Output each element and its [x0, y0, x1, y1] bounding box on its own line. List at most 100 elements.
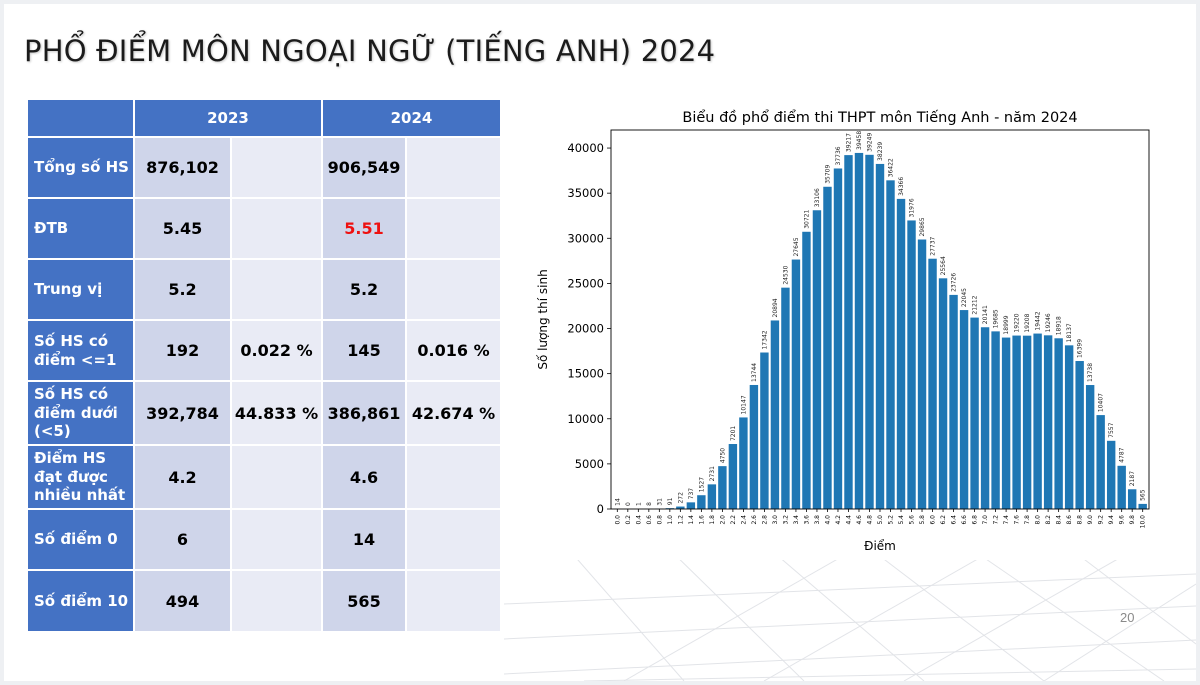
chart-bar: [875, 163, 885, 509]
bar-data-label: 1527: [698, 477, 705, 492]
table-row: Tổng số HS 876,102 906,549: [28, 138, 500, 197]
table-row: Trung vị 5.2 5.2: [28, 260, 500, 319]
x-tick-label: 8.8: [1077, 515, 1084, 525]
chart-bar: [812, 210, 822, 509]
chart-bar: [886, 180, 895, 509]
bar-data-label: 27645: [793, 237, 800, 256]
chart-bar: [1085, 385, 1095, 509]
x-tick-label: 1.4: [688, 515, 695, 525]
bar-data-label: 38239: [877, 142, 884, 161]
chart-bar: [802, 231, 811, 509]
chart-bar: [1096, 415, 1105, 509]
row-label: Tổng số HS: [28, 138, 133, 197]
chart-bar: [1033, 333, 1042, 509]
y-tick-label: 10000: [567, 412, 604, 426]
bar-data-label: 737: [688, 488, 695, 500]
x-axis-label: Điểm: [864, 539, 896, 553]
bar-data-label: 10147: [740, 395, 747, 414]
chart-bar: [1127, 489, 1137, 509]
bar-data-label: 7201: [730, 426, 737, 441]
percent-2023: [232, 199, 321, 258]
x-tick-label: 0.2: [625, 515, 632, 525]
x-tick-label: 9.4: [1108, 515, 1115, 525]
x-tick-label: 7.8: [1024, 515, 1031, 525]
chart-bar: [823, 186, 832, 509]
x-tick-label: 6.8: [972, 515, 979, 525]
bar-data-label: 0: [625, 502, 632, 506]
chart-bar: [1075, 361, 1084, 509]
bar-data-label: 36422: [888, 158, 895, 177]
x-tick-label: 2.4: [740, 515, 747, 525]
chart-bar: [917, 239, 927, 509]
percent-2023: [232, 510, 321, 569]
chart-bar: [686, 502, 696, 509]
x-tick-label: 8.4: [1056, 515, 1063, 525]
x-tick-label: 3.2: [782, 515, 789, 525]
x-tick-label: 8.0: [1035, 515, 1042, 525]
bar-data-label: 27737: [930, 236, 937, 255]
bar-data-label: 18999: [1003, 315, 1010, 334]
table-row: Số điểm 0 6 14: [28, 510, 500, 569]
x-tick-label: 7.6: [1014, 515, 1021, 525]
bar-data-label: 19685: [993, 309, 1000, 328]
chart-bar: [949, 294, 958, 509]
bar-data-label: 33106: [814, 188, 821, 207]
x-tick-label: 3.4: [793, 515, 800, 525]
row-label: Số điểm 0: [28, 510, 133, 569]
chart-bar: [770, 320, 780, 509]
bar-data-label: 17342: [761, 330, 768, 349]
bar-data-label: 7557: [1108, 422, 1115, 437]
bar-data-label: 18137: [1066, 323, 1073, 342]
chart-bar: [928, 258, 937, 509]
x-tick-label: 1.8: [709, 515, 716, 525]
percent-2024: [407, 260, 500, 319]
row-label: Số điểm 10: [28, 571, 133, 631]
x-tick-label: 3.0: [772, 515, 779, 525]
x-tick-label: 6.6: [961, 515, 968, 525]
percent-2023: [232, 571, 321, 631]
x-tick-label: 4.8: [866, 515, 873, 525]
x-tick-label: 9.2: [1098, 515, 1105, 525]
percent-2023: [232, 446, 321, 508]
x-tick-label: 9.0: [1087, 515, 1094, 525]
bar-data-label: 20894: [772, 298, 779, 317]
y-tick-label: 15000: [567, 367, 604, 381]
percent-2024: [407, 138, 500, 197]
percent-2023: [232, 260, 321, 319]
bar-data-label: 22045: [961, 288, 968, 307]
bar-data-label: 20141: [982, 305, 989, 324]
x-tick-label: 6.0: [930, 515, 937, 525]
bar-data-label: 16399: [1077, 339, 1084, 358]
chart-bar: [1043, 335, 1053, 509]
bar-data-label: 10407: [1098, 393, 1105, 412]
bar-data-label: 19246: [1045, 313, 1052, 332]
x-tick-label: 1.2: [677, 515, 684, 525]
header-2024: 2024: [323, 100, 500, 136]
row-label: Trung vị: [28, 260, 133, 319]
x-tick-label: 7.4: [1003, 515, 1010, 525]
bar-data-label: 39249: [866, 133, 873, 152]
score-stats-table: 2023 2024 Tổng số HS 876,102 906,549 ĐTB 5.4…: [26, 98, 502, 633]
x-tick-label: 5.8: [919, 515, 926, 525]
background-grid-decoration: [504, 544, 1196, 681]
bar-data-label: 35709: [824, 165, 831, 184]
value-2024: 906,549: [323, 138, 405, 197]
bar-data-label: 39217: [845, 133, 852, 152]
table-row: Số HS có điểm dưới (<5) 392,784 44.833 % 38…: [28, 382, 500, 444]
value-2024: 5.51: [323, 199, 405, 258]
chart-bar: [791, 259, 801, 509]
value-2024: 386,861: [323, 382, 405, 444]
x-tick-label: 0.0: [614, 515, 621, 525]
chart-bar: [1022, 335, 1032, 509]
plot-frame: [610, 129, 1150, 510]
chart-bar: [938, 278, 948, 509]
bar-data-label: 4787: [1119, 447, 1126, 462]
slide-title: PHỔ ĐIỂM MÔN NGOẠI NGỮ (TIẾNG ANH) 2024: [24, 34, 716, 68]
chart-svg: Biểu đồ phổ điểm thi THPT môn Tiếng Anh …: [536, 109, 1150, 553]
score-distribution-chart: Biểu đồ phổ điểm thi THPT môn Tiếng Anh …: [524, 100, 1178, 560]
table-row: ĐTB 5.45 5.51: [28, 199, 500, 258]
x-tick-label: 5.0: [877, 515, 884, 525]
chart-bar: [1117, 465, 1126, 509]
chart-bar: [697, 495, 706, 509]
bar-data-label: 1: [635, 502, 642, 506]
